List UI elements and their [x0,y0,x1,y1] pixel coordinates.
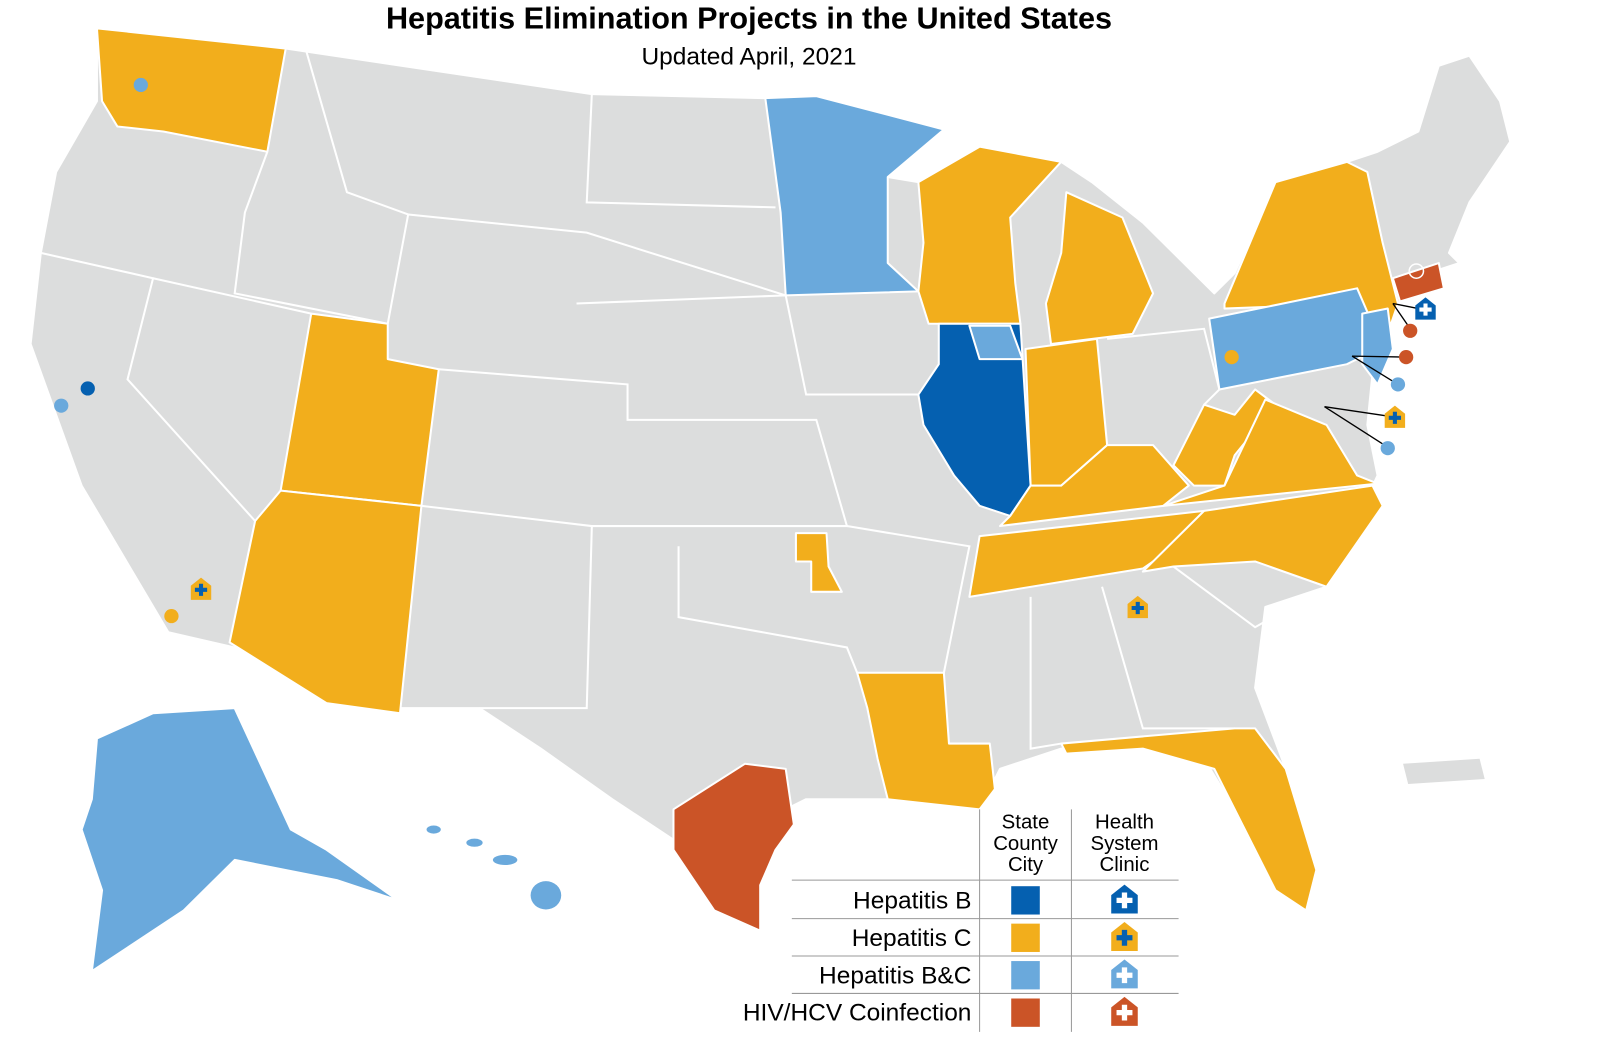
city-dots [54,77,1425,624]
legend-label: Hepatitis B&C [819,962,971,989]
map-title: Hepatitis Elimination Projects in the Un… [386,1,1112,35]
clinic-icon [1111,884,1138,914]
legend-swatch [1011,998,1040,1027]
wisconsin [917,145,1063,325]
illinois [917,322,1032,517]
clinic-cross [1116,892,1133,909]
clinic-icon [1111,959,1138,989]
north-carolina [1141,484,1384,588]
illinois-county [968,324,1024,361]
clinic-icon [1127,595,1148,619]
arizona [228,489,423,715]
legend-column-header: Health [1095,812,1154,834]
legend-column-header: Clinic [1100,854,1150,876]
clinic-icon [1415,297,1436,320]
clinic-cross [1116,1004,1133,1021]
virginia [1162,398,1379,507]
clinic-icon [1111,996,1138,1026]
clinic-cross [1419,303,1432,316]
hawaii [426,825,562,910]
map-subtitle: Updated April, 2021 [641,44,856,71]
legend-label: Hepatitis B [853,888,971,915]
legend-column-header: City [1008,854,1044,876]
states [29,27,1512,973]
legend-column-header: State [1002,812,1050,834]
legend-label: Hepatitis C [852,925,972,952]
legend-swatch [1011,961,1040,990]
state-borders [40,50,1328,750]
minnesota [764,95,945,297]
clinic-icon [1384,405,1406,428]
clinic-icon [1111,922,1138,951]
legend-swatch [1011,923,1040,952]
clinic-cross [1116,929,1133,946]
louisiana [856,671,996,811]
clinic-cross [194,583,208,596]
puerto-rico [1403,758,1485,785]
south-texas [672,762,795,932]
kentucky [998,444,1190,528]
oklahoma-county [794,532,843,593]
florida [1060,727,1318,912]
alaska [80,707,399,973]
washington [95,27,287,153]
clinic-cross [1131,601,1144,615]
legend-column-header: System [1090,833,1158,855]
clinic-icons [190,297,1436,619]
clinic-icon [190,577,212,600]
clinic-cross [1116,967,1133,984]
legend-label: HIV/HCV Coinfection [743,1000,972,1027]
legend-column-header: County [993,833,1058,855]
clinic-cross [1388,411,1402,424]
legend-swatch [1011,886,1040,915]
